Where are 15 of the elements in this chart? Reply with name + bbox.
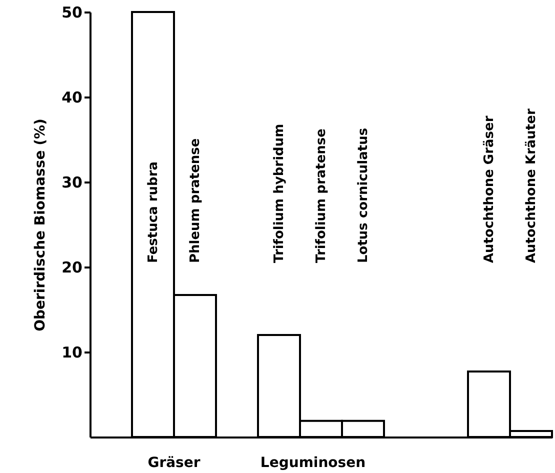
y-tick-label: 30 <box>62 174 82 192</box>
y-tick-label: 40 <box>62 88 82 106</box>
text: Gräser <box>148 455 200 471</box>
y-tick-label: 50 <box>62 4 82 22</box>
y-tick-label: 10 <box>62 344 82 362</box>
text: Leguminosen <box>260 455 366 471</box>
y-axis-title: Oberirdische Biomasse (%) <box>32 118 49 332</box>
x-tick-label: Trifolium hybridum <box>272 124 287 263</box>
x-tick-label: Lotus corniculatus <box>356 128 371 263</box>
y-tick-label: 20 <box>62 258 82 276</box>
x-tick-label: Phleum pratense <box>188 138 203 263</box>
x-tick-label: Autochthone Kräuter <box>524 108 539 263</box>
x-tick-label: Autochthone Gräser <box>482 115 497 263</box>
x-tick-label: Trifolium pratense <box>314 128 329 263</box>
x-tick-label: Festuca rubra <box>146 161 161 263</box>
